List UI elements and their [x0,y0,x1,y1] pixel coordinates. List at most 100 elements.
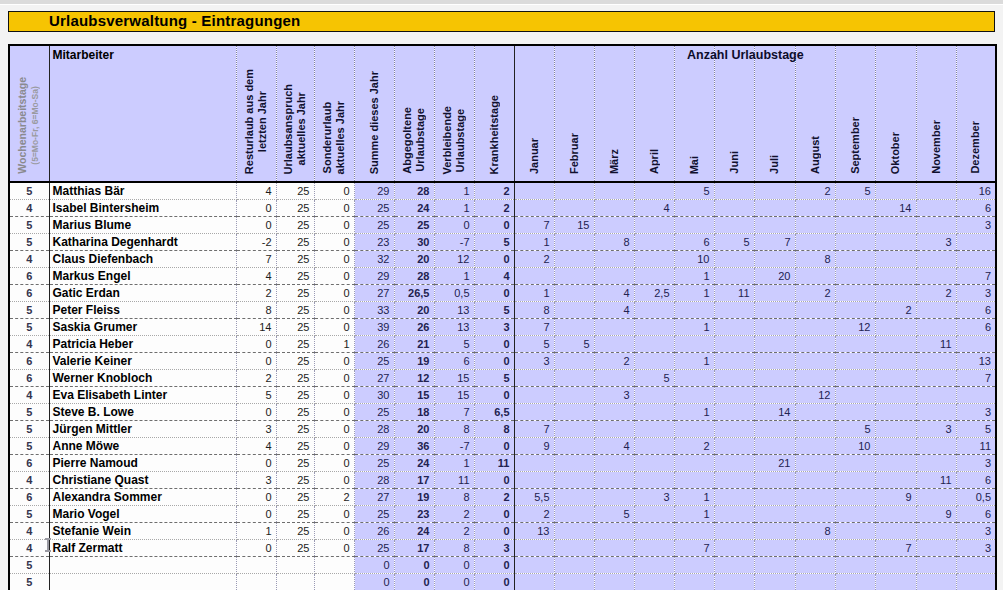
value-cell[interactable]: 9 [514,438,554,455]
value-cell[interactable]: 0 [354,574,394,590]
value-cell[interactable]: 3 [956,217,996,234]
value-cell[interactable]: 16 [956,182,996,200]
value-cell[interactable]: 0 [314,438,354,455]
value-cell[interactable] [795,404,835,421]
value-cell[interactable]: 15 [554,217,594,234]
value-cell[interactable]: 7 [236,251,276,268]
value-cell[interactable] [714,200,754,217]
value-cell[interactable]: 24 [394,455,434,472]
value-cell[interactable] [754,438,795,455]
value-cell[interactable]: 0 [236,336,276,353]
value-cell[interactable] [835,506,875,523]
value-cell[interactable] [594,557,634,574]
value-cell[interactable]: 1 [514,285,554,302]
value-cell[interactable] [594,182,634,200]
value-cell[interactable]: -7 [434,438,474,455]
employee-name-cell[interactable] [49,557,236,574]
value-cell[interactable]: 0 [474,353,514,370]
value-cell[interactable]: 25 [354,217,394,234]
value-cell[interactable] [714,557,754,574]
value-cell[interactable]: 27 [354,370,394,387]
value-cell[interactable]: 25 [276,370,314,387]
value-cell[interactable]: 15 [434,387,474,404]
value-cell[interactable] [594,268,634,285]
value-cell[interactable] [634,574,674,590]
value-cell[interactable]: 25 [276,540,314,557]
value-cell[interactable] [875,217,916,234]
value-cell[interactable]: 0 [236,489,276,506]
value-cell[interactable]: 5 [714,234,754,251]
value-cell[interactable]: 6 [956,200,996,217]
value-cell[interactable] [916,268,956,285]
value-cell[interactable]: 5 [9,234,49,251]
value-cell[interactable] [674,421,714,438]
value-cell[interactable] [634,319,674,336]
value-cell[interactable]: 2 [474,489,514,506]
value-cell[interactable]: 3 [956,285,996,302]
employee-name-cell[interactable]: Steve B. Lowe [49,404,236,421]
value-cell[interactable] [554,540,594,557]
value-cell[interactable]: 0,5 [434,285,474,302]
value-cell[interactable]: 7 [875,540,916,557]
value-cell[interactable]: 0,5 [956,489,996,506]
value-cell[interactable] [835,387,875,404]
value-cell[interactable]: 4 [9,251,49,268]
value-cell[interactable] [634,523,674,540]
employee-name-cell[interactable]: Saskia Grumer [49,319,236,336]
employee-name-cell[interactable]: Matthias Bär [49,182,236,200]
value-cell[interactable] [714,421,754,438]
column-header-wochenarbeitstage[interactable]: Wochenarbeitstage(5=Mo-Fr, 6=Mo-Sa) [9,45,49,182]
value-cell[interactable] [634,540,674,557]
value-cell[interactable]: 0 [474,285,514,302]
value-cell[interactable] [795,438,835,455]
value-cell[interactable] [594,251,634,268]
value-cell[interactable] [795,472,835,489]
value-cell[interactable] [594,421,634,438]
value-cell[interactable] [674,523,714,540]
value-cell[interactable]: 0 [236,217,276,234]
value-cell[interactable]: 36 [394,438,434,455]
value-cell[interactable] [554,455,594,472]
value-cell[interactable]: 25 [276,234,314,251]
value-cell[interactable]: 10 [674,251,714,268]
value-cell[interactable] [875,506,916,523]
employee-name-cell[interactable]: Stefanie Wein [49,523,236,540]
value-cell[interactable]: 4 [594,302,634,319]
value-cell[interactable] [314,574,354,590]
value-cell[interactable]: 7 [754,234,795,251]
value-cell[interactable]: 7 [956,268,996,285]
value-cell[interactable]: 4 [236,438,276,455]
value-cell[interactable] [835,455,875,472]
value-cell[interactable] [916,523,956,540]
value-cell[interactable]: 8 [236,302,276,319]
employee-name-cell[interactable]: Jürgen Mittler [49,421,236,438]
value-cell[interactable]: 1 [236,523,276,540]
value-cell[interactable] [714,353,754,370]
value-cell[interactable]: 25 [276,353,314,370]
value-cell[interactable]: 2 [795,182,835,200]
column-header-summe[interactable]: Summe dieses Jahr [354,45,394,182]
value-cell[interactable] [795,217,835,234]
value-cell[interactable]: 5 [956,421,996,438]
value-cell[interactable]: 6 [9,285,49,302]
value-cell[interactable]: 26 [354,336,394,353]
column-header-sonderurlaub[interactable]: Sonderurlaub aktuelles Jahr [314,45,354,182]
value-cell[interactable] [795,370,835,387]
value-cell[interactable]: 0 [236,353,276,370]
value-cell[interactable] [754,506,795,523]
employee-name-cell[interactable]: Ralf Zermatt [49,540,236,557]
value-cell[interactable]: 6 [9,370,49,387]
value-cell[interactable] [634,387,674,404]
value-cell[interactable]: 0 [474,336,514,353]
value-cell[interactable] [514,387,554,404]
value-cell[interactable] [714,182,754,200]
value-cell[interactable]: 4 [9,387,49,404]
value-cell[interactable]: 12 [394,370,434,387]
value-cell[interactable]: 18 [394,404,434,421]
column-header-april[interactable]: April [634,45,674,182]
value-cell[interactable]: 0 [236,404,276,421]
value-cell[interactable]: 6 [956,319,996,336]
value-cell[interactable]: 0 [394,557,434,574]
column-header-urlaubsanspruch[interactable]: Urlaubsanspruch aktuelles Jahr [276,45,314,182]
value-cell[interactable]: 4 [594,285,634,302]
